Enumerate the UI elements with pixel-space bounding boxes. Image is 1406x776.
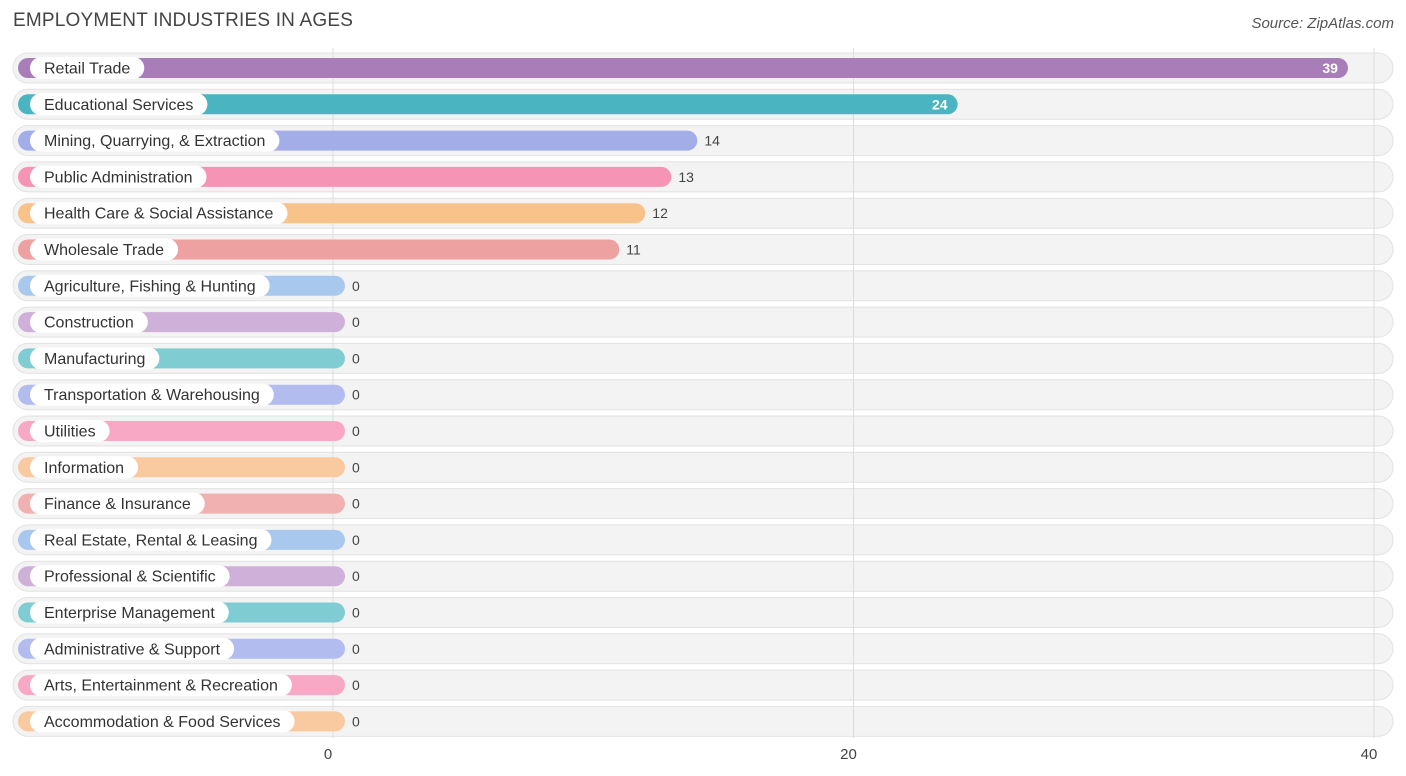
category-label-pill (30, 57, 145, 79)
value-label: 0 (352, 350, 360, 366)
category-label-pill (30, 165, 207, 188)
row-track (12, 451, 1394, 483)
row-track (12, 597, 1394, 628)
row-track (12, 379, 1394, 411)
value-label: 0 (352, 278, 360, 294)
row-track (12, 270, 1394, 302)
category-label: Transportation & Warehousing (44, 387, 260, 404)
category-label: Information (44, 460, 124, 477)
category-label-pill (30, 637, 235, 660)
category-label: Mining, Quarrying, & Extraction (44, 133, 265, 150)
category-label: Accommodation & Food Services (44, 714, 281, 731)
value-label: 0 (352, 496, 360, 512)
value-label: 0 (352, 423, 360, 439)
row-track (12, 415, 1394, 447)
category-label-pill (30, 383, 274, 406)
category-label-pill (30, 456, 139, 479)
category-label: Administrative & Support (44, 641, 221, 658)
value-label: 0 (352, 459, 360, 475)
category-label-pill (30, 420, 110, 442)
category-label-pill (30, 129, 280, 152)
row-track (12, 560, 1394, 592)
value-label: 0 (352, 568, 360, 584)
category-label-pill (30, 274, 270, 297)
category-label: Arts, Entertainment & Recreation (44, 678, 278, 695)
value-label: 13 (678, 169, 694, 185)
category-label: Professional & Scientific (44, 569, 216, 586)
category-label: Finance & Insurance (44, 496, 191, 513)
category-label-pill (30, 674, 292, 697)
bar (18, 94, 958, 115)
value-label: 14 (704, 133, 720, 149)
value-label: 0 (352, 314, 360, 330)
category-label: Construction (44, 315, 134, 332)
category-label: Agriculture, Fishing & Hunting (44, 278, 256, 295)
x-tick-label: 20 (840, 746, 857, 763)
row-track (12, 669, 1394, 701)
row-track (12, 524, 1394, 556)
x-tick-labels: 0 20 40 (324, 746, 1378, 763)
bar (18, 58, 1348, 78)
value-label: 0 (352, 677, 360, 693)
category-label: Enterprise Management (44, 605, 215, 622)
category-label: Retail Trade (44, 61, 130, 78)
category-label: Real Estate, Rental & Leasing (44, 532, 257, 549)
row-track (12, 633, 1394, 665)
bars: Retail Trade 39 Educational Services 24 Mini… (18, 57, 1348, 733)
value-label: 11 (626, 242, 641, 258)
row-track (12, 488, 1394, 520)
category-label-pill (30, 492, 205, 515)
row-track (12, 705, 1394, 737)
category-label-pill (30, 311, 148, 334)
value-label: 12 (652, 205, 668, 221)
category-label-pill (30, 528, 272, 551)
value-label: 0 (352, 641, 360, 657)
category-label-pill (30, 202, 288, 225)
category-label-pill (30, 601, 229, 624)
value-label: 0 (352, 387, 360, 403)
category-label: Educational Services (44, 97, 193, 114)
category-label: Manufacturing (44, 351, 145, 368)
value-label: 0 (352, 605, 360, 621)
category-label: Utilities (44, 424, 96, 441)
category-label-pill (30, 347, 160, 370)
category-label-pill (30, 93, 208, 116)
row-track (12, 306, 1394, 338)
category-label: Health Care & Social Assistance (44, 206, 274, 223)
value-label: 0 (352, 713, 360, 729)
x-tick-label: 40 (1361, 746, 1378, 763)
value-label: 0 (352, 532, 360, 548)
category-label-pill (30, 238, 179, 261)
value-label: 24 (932, 96, 948, 112)
category-label-pill (30, 565, 230, 588)
chart-source: Source: ZipAtlas.com (1251, 15, 1394, 32)
category-label: Public Administration (44, 169, 193, 186)
x-tick-label: 0 (324, 746, 332, 763)
row-track (12, 342, 1394, 374)
value-label: 39 (1322, 60, 1338, 76)
category-label-pill (30, 710, 295, 733)
chart-title: EMPLOYMENT INDUSTRIES IN AGES (13, 10, 354, 31)
category-label: Wholesale Trade (44, 242, 164, 259)
